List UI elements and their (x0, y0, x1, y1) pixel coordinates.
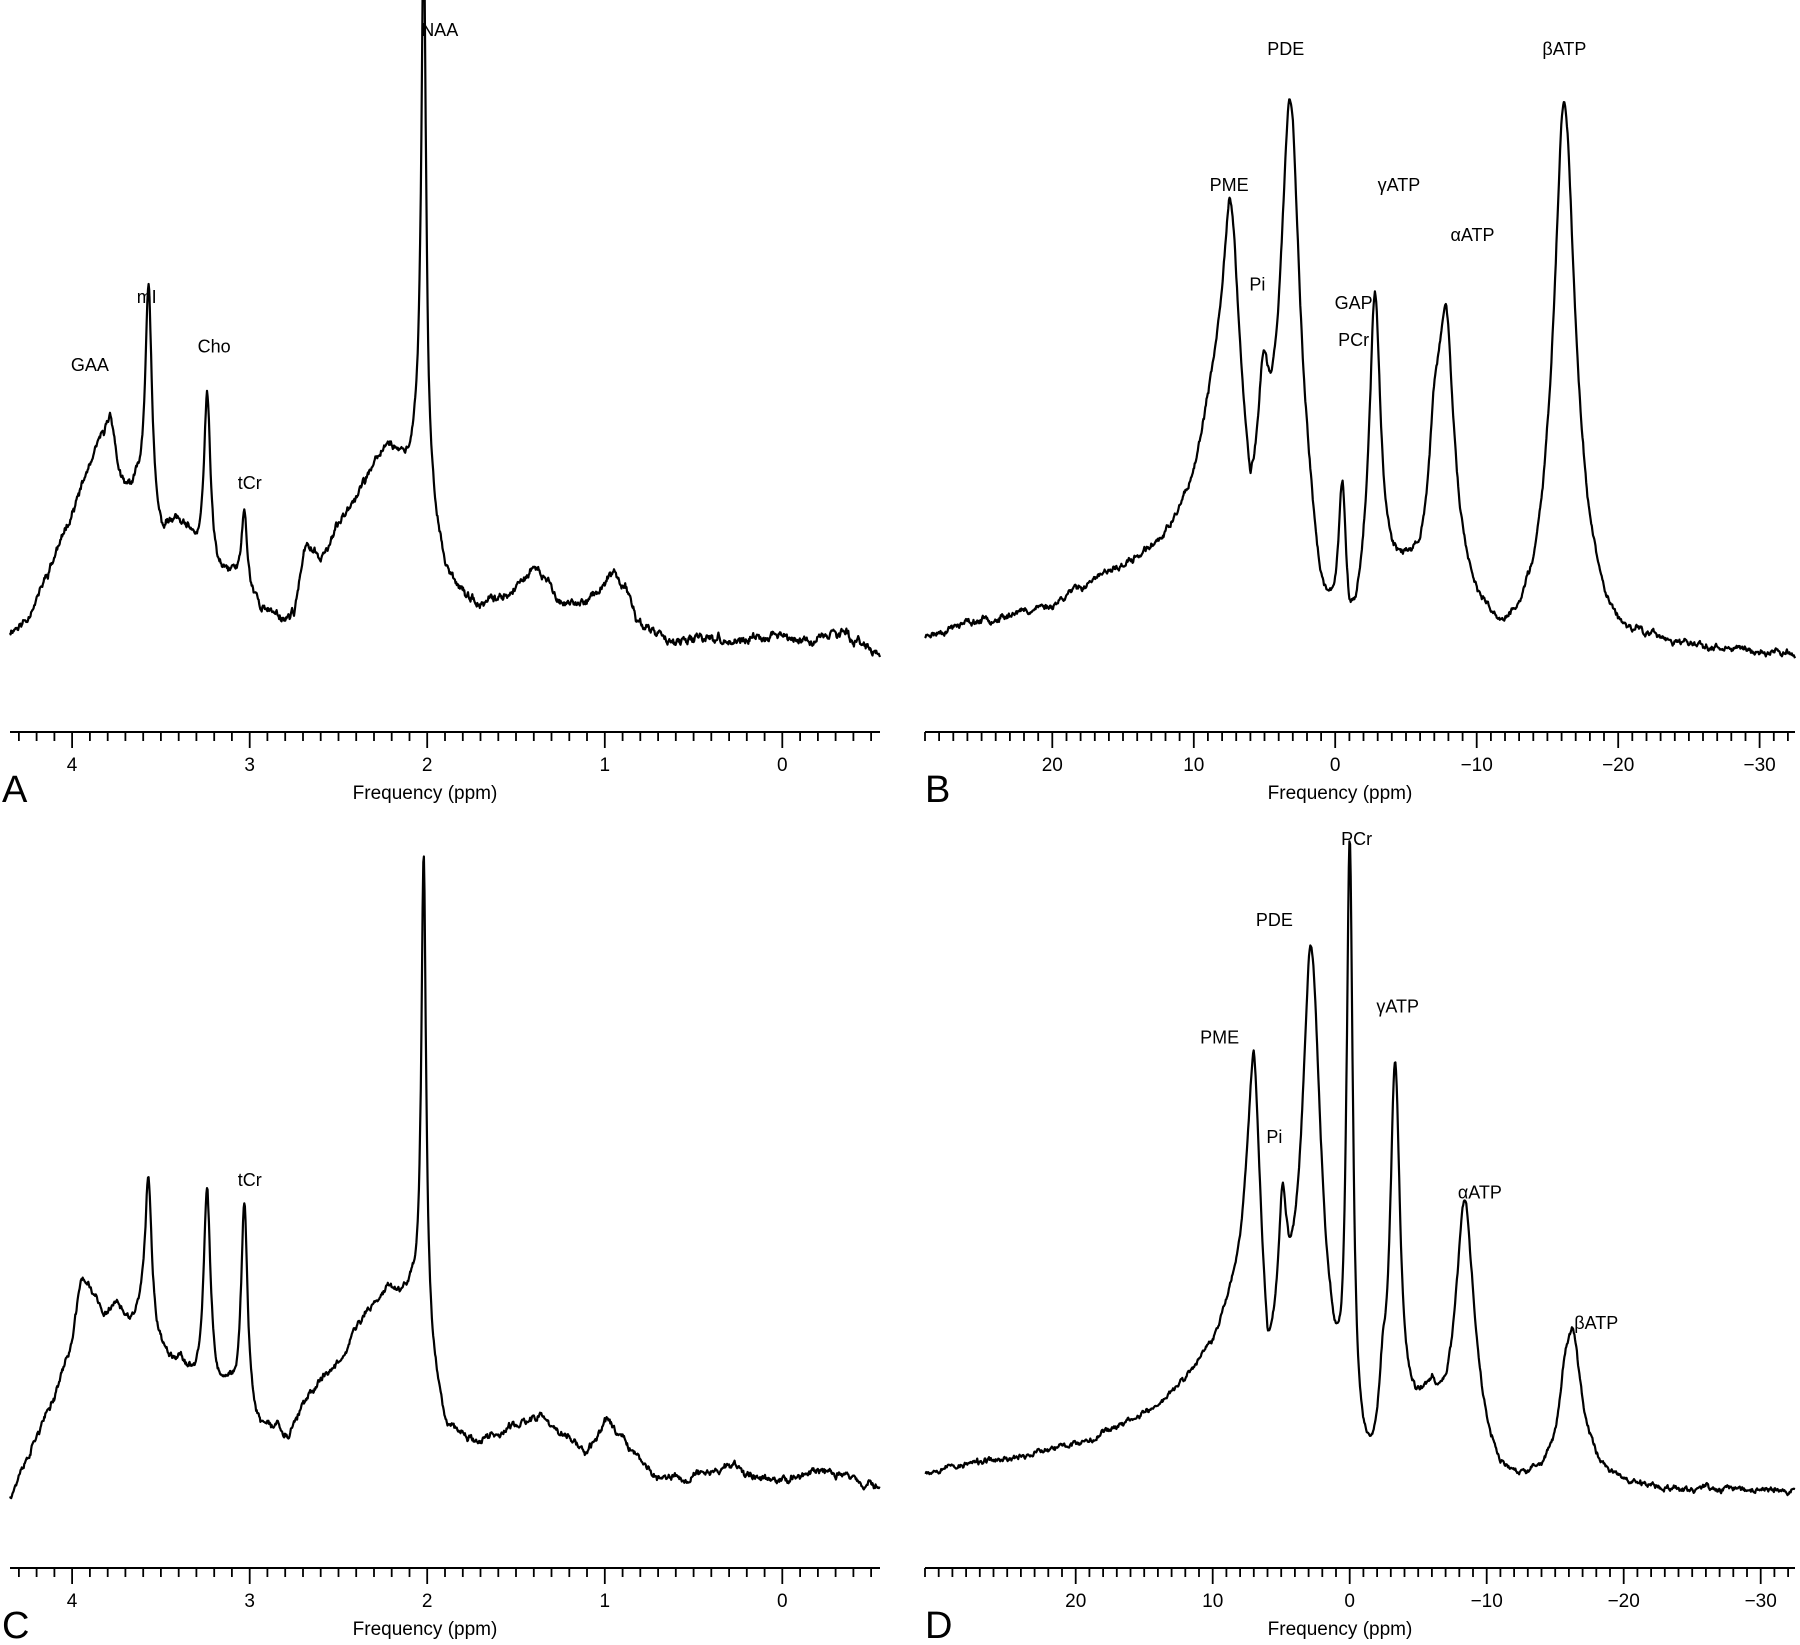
x-tick-label: 0 (777, 1591, 788, 1612)
x-tick-label: −10 (1461, 755, 1493, 776)
peak-label: GAP (1335, 293, 1373, 313)
x-axis-title: Frequency (ppm) (1268, 783, 1413, 804)
x-tick-label: 1 (600, 755, 611, 776)
spectrum-trace (8, 855, 881, 1500)
panel-a-spectrum: 4 3 2 1 0 Frequency (ppm) A GAA mI Cho tCr NAA (2, 0, 882, 811)
peak-label: αATP (1458, 1183, 1502, 1203)
x-tick-label: 2 (422, 755, 433, 776)
x-tick-label: 3 (244, 755, 255, 776)
x-axis: 20 10 0 −10 −20 −30 (924, 731, 1795, 776)
x-axis: 4 3 2 1 0 (10, 731, 880, 776)
peak-label: PME (1210, 175, 1249, 195)
peak-label: PCr (1341, 829, 1372, 849)
peak-label: GAA (71, 355, 109, 375)
peak-label: tCr (238, 473, 262, 493)
x-axis-title: Frequency (ppm) (353, 783, 498, 804)
peak-label: γATP (1378, 175, 1421, 195)
x-tick-label: 4 (67, 755, 78, 776)
peak-label: γATP (1376, 997, 1419, 1017)
x-tick-label: 3 (244, 1591, 255, 1612)
panel-letter: A (2, 769, 28, 811)
x-tick-label: 10 (1202, 1591, 1223, 1612)
spectrum-trace (8, 0, 882, 658)
x-tick-label: 20 (1065, 1591, 1086, 1612)
x-tick-label: 0 (1344, 1591, 1355, 1612)
x-tick-label: −10 (1471, 1591, 1503, 1612)
peak-label: tCr (238, 1170, 262, 1190)
panel-letter: D (925, 1605, 952, 1645)
panel-d-spectrum: 20 10 0 −10 −20 −30 Frequency (ppm) D PME PDE Pi PC… (924, 829, 1796, 1645)
peak-label: αATP (1450, 225, 1494, 245)
panel-letter: B (925, 769, 950, 811)
x-tick-label: −30 (1745, 1591, 1777, 1612)
x-tick-label: 4 (67, 1591, 78, 1612)
x-axis-title: Frequency (ppm) (353, 1619, 498, 1640)
x-tick-label: 1 (600, 1591, 611, 1612)
x-tick-label: 2 (422, 1591, 433, 1612)
peak-label: βATP (1574, 1313, 1618, 1333)
peak-label: Pi (1249, 274, 1265, 294)
peak-label: mI (137, 287, 157, 307)
peak-label: PME (1200, 1028, 1239, 1048)
peak-label: PDE (1256, 910, 1293, 930)
spectrum-trace (924, 840, 1796, 1497)
peak-label: PCr (1338, 330, 1369, 350)
peak-label: βATP (1542, 39, 1586, 59)
panel-b-spectrum: 20 10 0 −10 −20 −30 Frequency (ppm) B PME PDE Pi GA… (924, 39, 1797, 811)
panel-letter: C (2, 1605, 29, 1645)
x-tick-label: −20 (1602, 755, 1634, 776)
peak-label: PDE (1267, 39, 1304, 59)
x-tick-label: 0 (777, 755, 788, 776)
x-tick-label: 20 (1042, 755, 1063, 776)
spectrum-trace (924, 98, 1797, 659)
x-tick-label: −20 (1608, 1591, 1640, 1612)
x-tick-label: −30 (1743, 755, 1775, 776)
x-axis: 20 10 0 −10 −20 −30 (924, 1567, 1795, 1612)
x-tick-label: 0 (1330, 755, 1341, 776)
peak-label: NAA (421, 20, 458, 40)
peak-label: Pi (1266, 1127, 1282, 1147)
x-axis-title: Frequency (ppm) (1268, 1619, 1413, 1640)
x-axis: 4 3 2 1 0 (10, 1567, 880, 1612)
peak-label: Cho (198, 336, 231, 356)
x-tick-label: 10 (1183, 755, 1204, 776)
